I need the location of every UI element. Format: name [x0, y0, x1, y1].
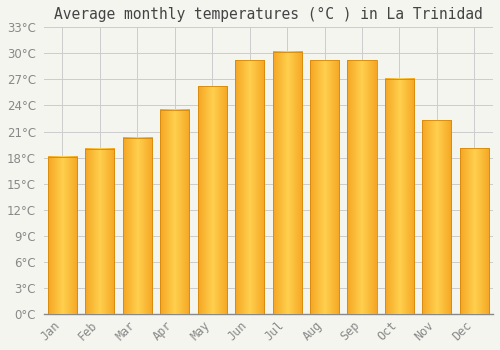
Bar	[385, 78, 414, 314]
Bar	[310, 60, 339, 314]
Bar	[86, 149, 114, 314]
Bar	[272, 51, 302, 314]
Bar	[460, 148, 489, 314]
Bar	[122, 138, 152, 314]
Bar	[235, 60, 264, 314]
Bar	[348, 60, 376, 314]
Bar	[48, 157, 77, 314]
Title: Average monthly temperatures (°C ) in La Trinidad: Average monthly temperatures (°C ) in La…	[54, 7, 483, 22]
Bar	[160, 110, 190, 314]
Bar	[422, 120, 452, 314]
Bar	[198, 86, 227, 314]
